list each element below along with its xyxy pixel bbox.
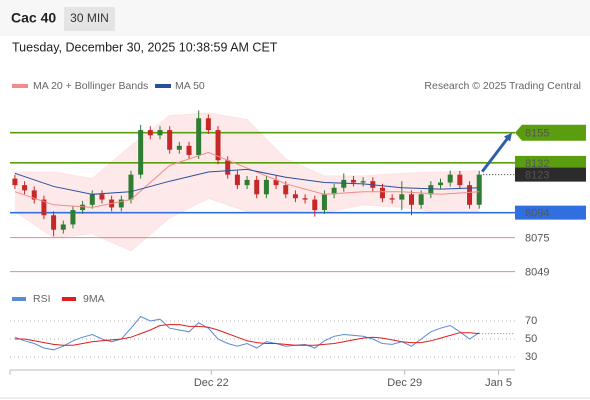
candle-body [350, 179, 356, 183]
candle-body [389, 198, 395, 200]
candle-body [31, 190, 37, 200]
candle-body [225, 160, 231, 175]
candle-body [70, 210, 76, 225]
candle-body [205, 118, 211, 131]
credit: Research © 2025 Trading Central [424, 80, 581, 92]
level-label: 8132 [525, 158, 549, 170]
level-label: 8094 [525, 208, 549, 220]
candle-body [476, 174, 482, 205]
candle-body [196, 118, 202, 155]
level-label: 8075 [525, 232, 549, 244]
rsi-line [14, 324, 480, 346]
candle-body [167, 130, 173, 150]
candle-body [418, 194, 424, 205]
candle-body [51, 215, 57, 230]
timeframe-tab[interactable] [64, 7, 115, 31]
y-tick-label: 30 [525, 351, 537, 363]
candle-body [341, 179, 347, 188]
candle-body [399, 194, 405, 200]
candle-body [99, 194, 105, 200]
candle-body [60, 224, 66, 230]
y-tick-label: 50 [525, 333, 537, 345]
candle-body [138, 130, 144, 175]
candle-body [273, 179, 279, 186]
level-label-box [515, 205, 586, 220]
legend-label: RSI [33, 293, 51, 305]
candle-body [157, 130, 163, 136]
y-tick-label: 70 [525, 315, 537, 327]
rsi-line [14, 315, 480, 351]
ma-line [14, 151, 480, 208]
candle-body [408, 194, 414, 205]
candle-body [234, 174, 240, 186]
legend-swatch [12, 84, 28, 88]
level-label: 8049 [525, 267, 549, 279]
candle-body [457, 174, 463, 186]
timeframe-label[interactable]: 30 MIN [70, 11, 109, 25]
candle-body [254, 179, 260, 195]
level-label-box [515, 167, 586, 182]
candle-body [292, 194, 298, 199]
candle-body [312, 199, 318, 211]
legend-swatch [12, 297, 26, 301]
candle-body [89, 194, 95, 205]
candle-body [379, 187, 385, 199]
candle-body [118, 199, 124, 208]
candle-body [215, 130, 221, 161]
candle-body [302, 198, 308, 200]
candle-body [128, 174, 134, 200]
x-tick-label: Dec 22 [194, 377, 229, 389]
candle-body [428, 185, 434, 195]
candle-body [186, 145, 192, 155]
candle-body [331, 187, 337, 195]
level-label: 8155 [525, 128, 549, 140]
x-tick-label: Jan 5 [485, 377, 512, 389]
candle-body [176, 145, 182, 150]
candle-body [360, 181, 366, 183]
level-label-box [515, 155, 586, 170]
ma-line [14, 168, 480, 195]
legend-label: MA 50 [175, 80, 205, 92]
candle-body [263, 179, 269, 195]
level-label: 8123 [525, 170, 549, 182]
candle-body [80, 204, 86, 211]
candle-body [467, 185, 473, 205]
legend-label: MA 20 + Bollinger Bands [33, 80, 148, 92]
candle-body [22, 185, 28, 191]
legend-label: 9MA [83, 293, 105, 305]
candle-body [321, 194, 327, 211]
instrument-title: Cac 40 [11, 10, 56, 26]
level-label-box [515, 124, 586, 141]
x-tick-label: Dec 29 [387, 377, 422, 389]
legend-swatch [62, 297, 76, 301]
candle-body [244, 179, 250, 186]
forecast-arrow [481, 137, 509, 173]
candle-body [447, 174, 453, 183]
candle-body [147, 130, 153, 136]
legend-swatch [155, 84, 171, 88]
band-edge [14, 112, 480, 180]
candle-body [438, 182, 444, 186]
candle-body [283, 185, 289, 195]
timestamp: Tuesday, December 30, 2025 10:38:59 AM C… [12, 40, 278, 54]
candle-body [12, 178, 18, 186]
forecast-arrow-head [503, 132, 512, 142]
candle-body [41, 199, 47, 216]
